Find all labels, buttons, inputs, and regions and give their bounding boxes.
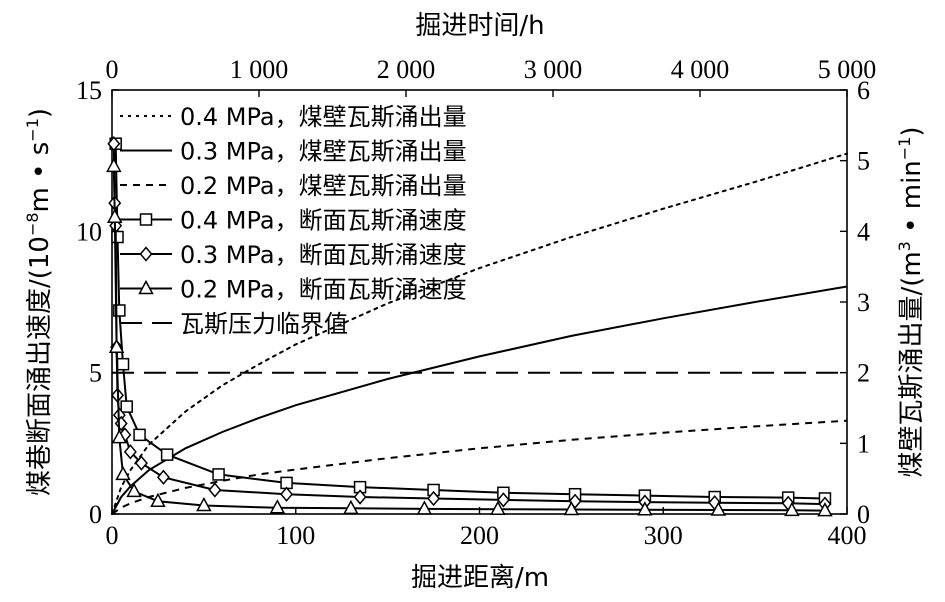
series-line-1 (111, 152, 848, 515)
x-top-tick-label: 4 000 (671, 55, 730, 84)
y-left-tick-label: 5 (89, 359, 102, 388)
series-6-point (490, 500, 506, 515)
legend-marker-5 (139, 246, 153, 262)
x-bottom-axis-title: 掘进距离/m (411, 563, 549, 593)
legend-label-6: 0.2 MPa，断面瓦斯涌速度 (180, 276, 467, 304)
y-right-tick-label: 0 (857, 500, 870, 529)
series-6-point (416, 500, 433, 515)
series-6-point (784, 501, 800, 517)
y-right-tick-label: 5 (857, 147, 870, 176)
series-6-point (106, 208, 123, 223)
y-right-tick-label: 4 (857, 217, 870, 246)
legend-marker-6 (138, 279, 154, 295)
series-5-point (427, 490, 441, 507)
legend-label-1: 0.4 MPa，煤壁瓦斯涌出量 (180, 103, 467, 131)
series-4-point (113, 304, 126, 317)
series-line-2 (111, 285, 848, 515)
legend: 0.4 MPa，煤壁瓦斯涌出量 0.3 MPa，煤壁瓦斯涌出量 0.2 MPa，煤壁… (120, 103, 467, 338)
y-left-tick-label: 10 (76, 217, 102, 246)
x-bottom-tick-label: 400 (828, 521, 867, 550)
y-right-axis-title: 煤壁瓦斯涌出量/(m3 • min−1) (895, 126, 927, 477)
legend-marker-4 (139, 213, 153, 226)
series-layer (106, 136, 848, 517)
series-4-point (212, 468, 225, 481)
y-left-tick-label: 15 (76, 76, 102, 105)
y-right-tick-label: 1 (857, 429, 870, 458)
series-4-point (160, 448, 174, 461)
x-top-tick-label: 2 000 (377, 55, 436, 84)
y-right-tick-label: 3 (857, 288, 870, 317)
y-left-tick-label: 0 (89, 500, 102, 529)
series-6-point (343, 499, 359, 515)
x-top-tick-label: 3 000 (524, 55, 583, 84)
x-top-tick-label: 1 000 (230, 55, 289, 84)
series-6-point (817, 502, 833, 517)
series-5-point (107, 136, 121, 152)
x-top-tick-label: 5 000 (818, 55, 877, 84)
series-5-point (208, 482, 222, 498)
legend-label-4: 0.4 MPa，断面瓦斯涌速度 (180, 207, 467, 235)
x-bottom-tick-label: 0 (106, 521, 119, 550)
series-6-point (106, 157, 122, 173)
series-6-point (150, 492, 166, 508)
series-line-3 (111, 419, 848, 515)
series-4-point (116, 357, 130, 371)
series-5-point (280, 486, 294, 502)
legend-label-3: 0.2 MPa，煤壁瓦斯涌出量 (180, 172, 467, 200)
series-6-point (126, 482, 142, 498)
series-5-point (353, 489, 367, 505)
y-right-tick-label: 2 (857, 359, 870, 388)
series-6-point (115, 465, 131, 481)
series-4-point (111, 230, 124, 244)
x-bottom-tick-label: 300 (644, 521, 683, 550)
legend-label-2: 0.3 MPa，煤壁瓦斯涌出量 (180, 138, 467, 166)
series-4-point (120, 400, 133, 413)
legend-label-5: 0.3 MPa，断面瓦斯涌速度 (180, 241, 467, 269)
series-6-point (710, 501, 727, 516)
series-5-point (134, 455, 148, 471)
x-top-axis-title: 掘进时间/h (415, 11, 544, 41)
series-6-point (111, 429, 128, 444)
series-6-point (196, 496, 212, 512)
x-bottom-tick-label: 100 (276, 521, 315, 550)
series-5-point (156, 469, 170, 485)
series-6-point (637, 501, 653, 516)
y-left-axis-title: 煤巷断面涌出速度/(10−8m • s−1) (23, 108, 55, 496)
series-6-point (108, 338, 125, 353)
y-right-tick-label: 6 (857, 76, 870, 105)
series-6-point (563, 500, 580, 516)
series-5-point (496, 492, 510, 508)
legend-label-7: 瓦斯压力临界值 (180, 310, 348, 338)
x-bottom-tick-label: 200 (460, 521, 499, 550)
x-top-tick-label: 0 (106, 55, 119, 84)
series-5-point (123, 444, 137, 460)
series-4-point (133, 428, 146, 442)
series-6-point (269, 499, 286, 514)
